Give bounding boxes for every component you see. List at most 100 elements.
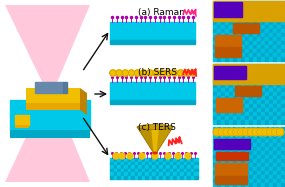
Bar	[245, 17, 249, 21]
Bar	[261, 151, 265, 155]
Bar	[176, 172, 180, 176]
Bar	[265, 5, 269, 9]
Bar	[152, 158, 156, 162]
Bar	[261, 17, 265, 21]
Bar	[249, 151, 253, 155]
Bar	[127, 168, 131, 172]
Bar	[281, 104, 285, 108]
Circle shape	[110, 70, 116, 76]
Bar	[277, 179, 281, 183]
Bar	[277, 155, 281, 159]
Bar	[233, 92, 237, 96]
Bar	[213, 64, 284, 84]
Bar	[159, 168, 162, 172]
Bar	[277, 5, 281, 9]
Bar	[159, 172, 162, 176]
Bar	[229, 127, 233, 131]
Bar	[233, 64, 237, 68]
Bar	[253, 151, 257, 155]
Bar	[217, 167, 221, 171]
Bar	[229, 64, 233, 68]
Bar	[237, 13, 241, 17]
Bar	[253, 57, 257, 61]
Bar	[217, 131, 221, 135]
Bar	[269, 139, 273, 143]
Bar	[241, 33, 245, 37]
Bar	[237, 127, 241, 131]
Bar	[249, 13, 253, 17]
Bar	[237, 100, 241, 104]
Bar	[261, 143, 265, 147]
Bar	[273, 57, 277, 61]
Bar	[233, 23, 259, 33]
Bar	[229, 41, 233, 45]
Bar	[213, 127, 217, 131]
Bar	[229, 120, 233, 124]
Bar	[145, 168, 148, 172]
Bar	[241, 76, 245, 80]
Bar	[113, 158, 117, 162]
Circle shape	[271, 128, 279, 136]
Bar	[249, 143, 253, 147]
Bar	[237, 92, 241, 96]
Bar	[273, 135, 277, 139]
Bar	[245, 33, 249, 37]
Bar	[217, 127, 221, 131]
Bar	[221, 68, 225, 72]
Bar	[117, 165, 121, 168]
Bar	[225, 41, 229, 45]
Bar	[277, 167, 281, 171]
Bar	[215, 176, 247, 184]
Bar	[148, 165, 152, 168]
Bar	[269, 17, 273, 21]
Bar	[249, 9, 253, 13]
Bar	[233, 5, 237, 9]
Bar	[261, 135, 265, 139]
Bar	[245, 108, 249, 112]
Circle shape	[165, 70, 172, 76]
Bar	[249, 159, 253, 163]
Bar	[173, 162, 176, 165]
Bar	[184, 172, 187, 176]
Bar	[261, 92, 265, 96]
Bar	[213, 120, 217, 124]
Bar	[241, 135, 245, 139]
Bar	[273, 53, 277, 57]
Bar	[217, 96, 221, 100]
Bar	[253, 116, 257, 120]
Bar	[229, 100, 233, 104]
Bar	[156, 168, 159, 172]
Bar	[257, 104, 261, 108]
Bar	[124, 158, 127, 162]
Bar	[265, 100, 269, 104]
Bar	[253, 112, 257, 116]
Bar	[265, 9, 269, 13]
Bar	[217, 21, 221, 25]
Bar	[229, 163, 233, 167]
Bar	[273, 171, 277, 175]
Bar	[229, 179, 233, 183]
Bar	[229, 45, 233, 49]
Bar	[217, 5, 221, 9]
Bar	[225, 72, 229, 76]
Bar	[241, 9, 245, 13]
Bar	[253, 88, 257, 92]
Bar	[229, 155, 233, 159]
Bar	[257, 131, 261, 135]
Bar	[265, 80, 269, 84]
Bar	[273, 159, 277, 163]
Bar	[277, 163, 281, 167]
Bar	[159, 162, 162, 165]
Bar	[261, 41, 265, 45]
Bar	[217, 104, 221, 108]
Bar	[217, 80, 221, 84]
Bar	[221, 84, 225, 88]
Bar	[253, 53, 257, 57]
Bar	[245, 159, 249, 163]
Text: (b) SERS: (b) SERS	[138, 68, 177, 77]
Bar	[138, 176, 141, 179]
Polygon shape	[5, 92, 90, 182]
Bar	[265, 57, 269, 61]
Bar	[269, 45, 273, 49]
Bar	[273, 139, 277, 143]
